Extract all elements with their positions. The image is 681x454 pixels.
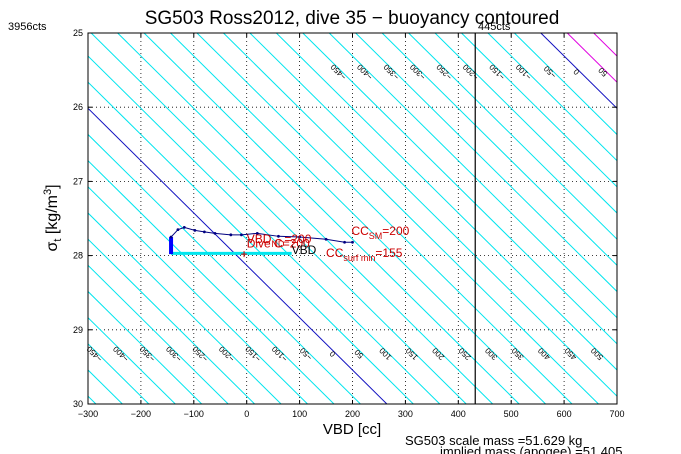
contour-line — [88, 55, 441, 404]
dive-profile-point — [182, 226, 186, 229]
contour-line — [88, 81, 414, 404]
contour-line — [381, 33, 617, 267]
contour-label: 0 — [327, 349, 337, 359]
contour-label: 0 — [571, 67, 581, 77]
x-tick-label: 600 — [557, 409, 572, 419]
dive-profile-point — [277, 234, 280, 238]
contour-line — [90, 33, 467, 404]
annotation-main: Dive C — [247, 236, 283, 250]
annotation-main: VBD — [247, 232, 272, 246]
x-tick-label: −200 — [131, 409, 151, 419]
y-tick-label: 29 — [73, 325, 83, 335]
y-tick-label: 30 — [73, 399, 83, 409]
contour-line — [196, 33, 573, 404]
x-tick-label: 500 — [504, 409, 519, 419]
y-axis-label-close: ] — [44, 184, 61, 188]
y-tick-label: 26 — [73, 102, 83, 112]
dive-profile-point — [324, 237, 328, 241]
buoyancy-contours — [88, 33, 617, 404]
dive-profile-point — [193, 228, 197, 232]
annotation-sub: SM — [369, 231, 383, 241]
corner-right-label: 445cts — [478, 21, 511, 33]
dive-profile-point — [213, 231, 217, 235]
annotation-main: VBD — [292, 243, 317, 257]
contour-line — [88, 238, 255, 404]
contour-line — [275, 33, 617, 371]
dive-profile-point — [240, 233, 243, 237]
contour-line — [88, 212, 282, 404]
y-tick-label: 28 — [73, 251, 83, 261]
contour-line — [249, 33, 617, 397]
x-tick-label: 400 — [451, 409, 466, 419]
y-axis-label-sup: 3 — [42, 189, 54, 195]
contour-line — [88, 159, 335, 404]
y-tick-label: 25 — [73, 28, 83, 38]
contour-line — [461, 33, 617, 188]
dive-profile-point — [202, 230, 206, 234]
contour-line — [434, 33, 617, 214]
chart-title: SG503 Ross2012, dive 35 − buoyancy conto… — [145, 8, 560, 29]
contour-line — [88, 133, 361, 404]
contour-line — [408, 33, 617, 240]
annotation: Dive C=200 — [247, 236, 310, 250]
contour-line — [117, 33, 494, 404]
contour-line — [540, 33, 617, 110]
annotation-sub: ND — [271, 239, 284, 249]
y-axis-label-unit: [kg/m — [44, 195, 61, 239]
dive-profile-point — [351, 240, 354, 244]
x-tick-label: 700 — [609, 409, 624, 419]
x-tick-label: 200 — [345, 409, 360, 419]
contour-line — [88, 316, 176, 404]
y-axis-label-main: σ — [44, 242, 61, 252]
y-axis-label: σt [kg/m3] — [42, 184, 64, 251]
x-tick-label: 300 — [398, 409, 413, 419]
contour-line — [302, 33, 617, 345]
contour-line — [88, 107, 388, 404]
y-axis-label-sub: t — [52, 239, 64, 242]
axis-ticks: −300 −200 −100 0 100 200 300 400 500 600 700252627… — [73, 28, 625, 419]
contour-line — [487, 33, 617, 162]
dive-vertical-segment — [169, 237, 174, 255]
annotation-value: =155 — [375, 246, 402, 260]
annotation-sub: surf min — [343, 253, 375, 263]
footer-scale-mass: SG503 scale mass =51.629 kg — [405, 433, 582, 448]
contour-line — [328, 33, 617, 319]
annotation-value: =200 — [283, 236, 310, 250]
contour-line — [170, 33, 546, 404]
contour-line — [88, 290, 203, 404]
contour-line — [355, 33, 617, 293]
annotation-main: CC — [351, 224, 369, 238]
annotation: VBDND=200 — [247, 232, 312, 249]
contour-line — [88, 186, 308, 404]
contour-line — [514, 33, 617, 136]
dive-profile-line — [170, 226, 353, 243]
dive-profile-point — [169, 235, 173, 239]
annotation: CCsurf min=155 — [326, 246, 403, 263]
dive-data — [169, 33, 476, 404]
x-tick-label: 100 — [292, 409, 307, 419]
x-tick-label: −100 — [184, 409, 204, 419]
annotation: VBD — [292, 243, 317, 257]
dive-profile-point — [343, 240, 346, 244]
contour-line — [143, 33, 520, 404]
annotation: CCSM=200 — [351, 224, 409, 241]
y-tick-label: 27 — [73, 176, 83, 186]
dive-profile-point — [229, 233, 233, 237]
contour-line — [88, 264, 229, 404]
annotation-main: CC — [326, 246, 344, 260]
contour-line — [223, 33, 599, 404]
x-tick-label: −300 — [78, 409, 98, 419]
corner-left-label: 3956cts — [8, 21, 47, 33]
dive-profile-point — [298, 235, 301, 239]
x-axis-label: VBD [cc] — [323, 421, 381, 438]
footer-implied-mass: implied mass (apogee) =51.405 — [440, 444, 622, 454]
annotation-value: =200 — [284, 232, 311, 246]
dive-profile-point — [176, 228, 180, 232]
annotation-value: =200 — [382, 224, 409, 238]
x-tick-label: 0 — [244, 409, 249, 419]
dive-profile-point — [255, 231, 259, 235]
